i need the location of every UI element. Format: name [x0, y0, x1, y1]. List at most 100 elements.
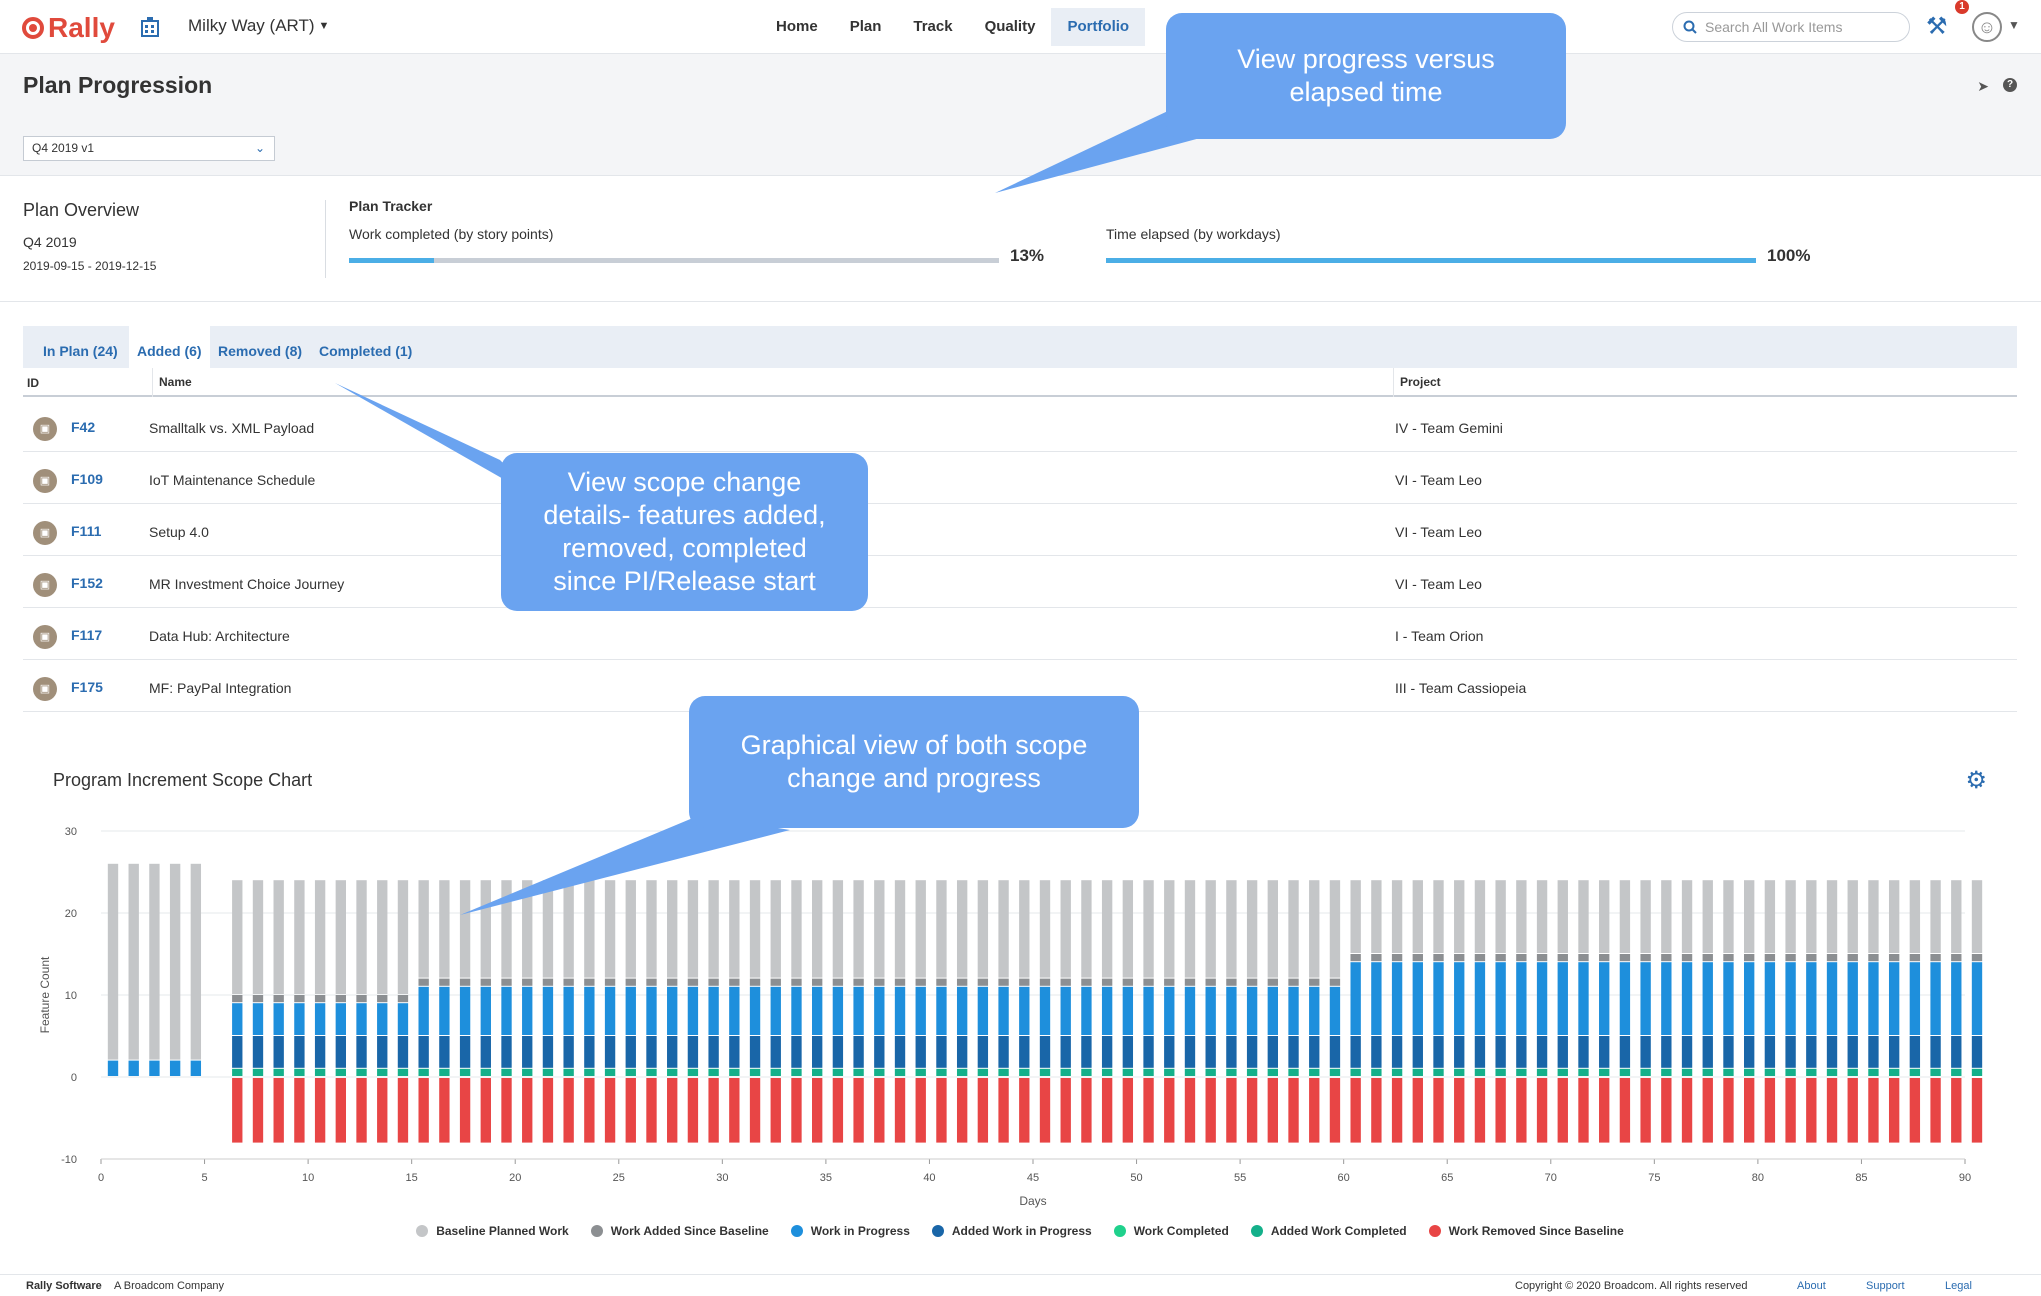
bar-segment [791, 880, 802, 978]
y-tick-label: 20 [65, 908, 77, 920]
footer-link-legal[interactable]: Legal [1945, 1280, 1972, 1292]
bar-segment [646, 978, 657, 986]
col-project-header[interactable]: Project [1393, 368, 1441, 397]
bar-segment [542, 1068, 554, 1076]
bar-segment [1474, 962, 1486, 1035]
bar-segment [687, 986, 699, 1035]
feature-id-link[interactable]: F42 [71, 419, 96, 435]
table-row[interactable]: ▣ F117 Data Hub: Architecture I - Team O… [23, 612, 2017, 660]
bar-segment [1951, 1068, 1962, 1076]
bar-segment-removed [356, 1078, 367, 1143]
bar-segment-removed [584, 1078, 595, 1143]
table-row[interactable]: ▣ F111 Setup 4.0 VI - Team Leo [23, 508, 2017, 556]
bar-segment [749, 880, 761, 978]
bar-segment [1578, 962, 1589, 1035]
bar-segment [542, 1036, 554, 1068]
bar-segment [1081, 1036, 1092, 1068]
help-icon[interactable]: ? [2003, 78, 2017, 92]
bar-segment [522, 1036, 533, 1068]
bar-segment [936, 880, 947, 978]
bar-segment [501, 1068, 512, 1076]
feature-id-link[interactable]: F175 [71, 679, 103, 695]
feature-id-link[interactable]: F111 [71, 523, 102, 539]
footer-company: Rally Software [26, 1280, 102, 1292]
bar-segment-removed [936, 1078, 947, 1143]
nav-home[interactable]: Home [776, 18, 818, 35]
bar-segment [356, 880, 367, 994]
bar-segment [1661, 1068, 1672, 1076]
bar-segment [625, 1068, 636, 1076]
bar-segment [522, 1068, 533, 1076]
overview-quarter: Q4 2019 [23, 234, 77, 250]
tab-removed[interactable]: Removed (8) [218, 343, 303, 359]
feature-id-link[interactable]: F152 [71, 575, 103, 591]
footer-link-about[interactable]: About [1797, 1280, 1826, 1292]
table-row[interactable]: ▣ F152 MR Investment Choice Journey VI -… [23, 560, 2017, 608]
bar-segment [853, 978, 864, 986]
bar-segment [335, 1036, 346, 1068]
tab-in-plan[interactable]: In Plan (24) [43, 343, 118, 359]
bar-segment [1454, 1068, 1465, 1076]
feature-project: I - Team Orion [1395, 628, 1484, 644]
bar-segment [480, 880, 491, 978]
bar-segment [1971, 954, 1983, 962]
bar-segment [1806, 954, 1817, 962]
col-id-header[interactable]: ID [27, 376, 39, 390]
legend-item[interactable]: Work Completed [1113, 1224, 1229, 1238]
footer-link-support[interactable]: Support [1866, 1280, 1905, 1292]
search-input[interactable]: Search All Work Items [1672, 12, 1910, 42]
legend-item[interactable]: Work Removed Since Baseline [1428, 1224, 1624, 1238]
notification-badge[interactable]: 1 [1955, 0, 1969, 14]
bar-segment [1101, 880, 1113, 978]
workspace-selector[interactable]: Milky Way (ART) ▼ [188, 16, 329, 36]
col-name-header[interactable]: Name [152, 368, 192, 397]
bar-segment [294, 1068, 305, 1076]
table-row[interactable]: ▣ F109 IoT Maintenance Schedule VI - Tea… [23, 456, 2017, 504]
legend-item[interactable]: Work Added Since Baseline [590, 1224, 769, 1238]
bar-segment [1205, 1068, 1216, 1076]
nav-portfolio[interactable]: Portfolio [1051, 8, 1146, 46]
bar-segment [1909, 962, 1921, 1035]
feature-id-link[interactable]: F109 [71, 471, 103, 487]
tools-icon[interactable]: ⚒ [1926, 13, 1948, 40]
legend-item[interactable]: Added Work in Progress [931, 1224, 1092, 1238]
bar-segment [998, 1036, 1009, 1068]
tab-completed[interactable]: Completed (1) [319, 343, 413, 359]
legend-item[interactable]: Work in Progress [790, 1224, 910, 1238]
bar-segment-removed [1391, 1078, 1403, 1143]
bar-segment [1019, 978, 1030, 986]
legend-item[interactable]: Added Work Completed [1250, 1224, 1407, 1238]
nav-quality[interactable]: Quality [984, 18, 1036, 35]
plan-selector[interactable]: Q4 2019 v1 ⌄ [23, 136, 275, 161]
gear-icon[interactable]: ⚙ [1965, 767, 1987, 794]
nav-track[interactable]: Track [913, 18, 953, 35]
tab-added[interactable]: Added (6) [129, 326, 210, 368]
scope-chart: -10 0 10 20 30 0 5 10 15 20 25 30 35 40 45 50 55 60 65 70 75… [38, 826, 1983, 1208]
chart-legend: Baseline Planned Work Work Added Since Ba… [23, 1224, 2017, 1238]
feature-id-link[interactable]: F117 [71, 627, 103, 643]
workspace-icon[interactable] [141, 17, 159, 37]
bar-segment [874, 880, 885, 978]
bar-segment [1184, 1036, 1196, 1068]
bar-segment [894, 1068, 906, 1076]
bar-segment-removed [273, 1078, 284, 1143]
bar-segment [418, 1036, 429, 1068]
user-avatar-icon[interactable]: ☺ [1972, 12, 2002, 42]
bar-segment [1246, 986, 1258, 1035]
rally-logo[interactable]: Rally [22, 12, 115, 44]
bar-segment [1516, 880, 1527, 953]
nav-plan[interactable]: Plan [849, 18, 882, 35]
chevron-down-icon[interactable]: ▼ [2008, 18, 2020, 32]
bar-segment [894, 1036, 906, 1068]
bar-segment [646, 1036, 657, 1068]
bar-segment-removed [1205, 1078, 1216, 1143]
bar-segment [1164, 978, 1175, 986]
bar-segment-removed [1888, 1078, 1900, 1143]
bar-segment-removed [1433, 1078, 1444, 1143]
table-row[interactable]: ▣ F42 Smalltalk vs. XML Payload IV - Tea… [23, 404, 2017, 452]
x-tick-label: 20 [509, 1172, 521, 1184]
share-icon[interactable]: ➤ [1977, 78, 1989, 94]
bar-segment [1350, 962, 1361, 1035]
legend-item[interactable]: Baseline Planned Work [416, 1224, 569, 1238]
bar-segment [1267, 880, 1278, 978]
